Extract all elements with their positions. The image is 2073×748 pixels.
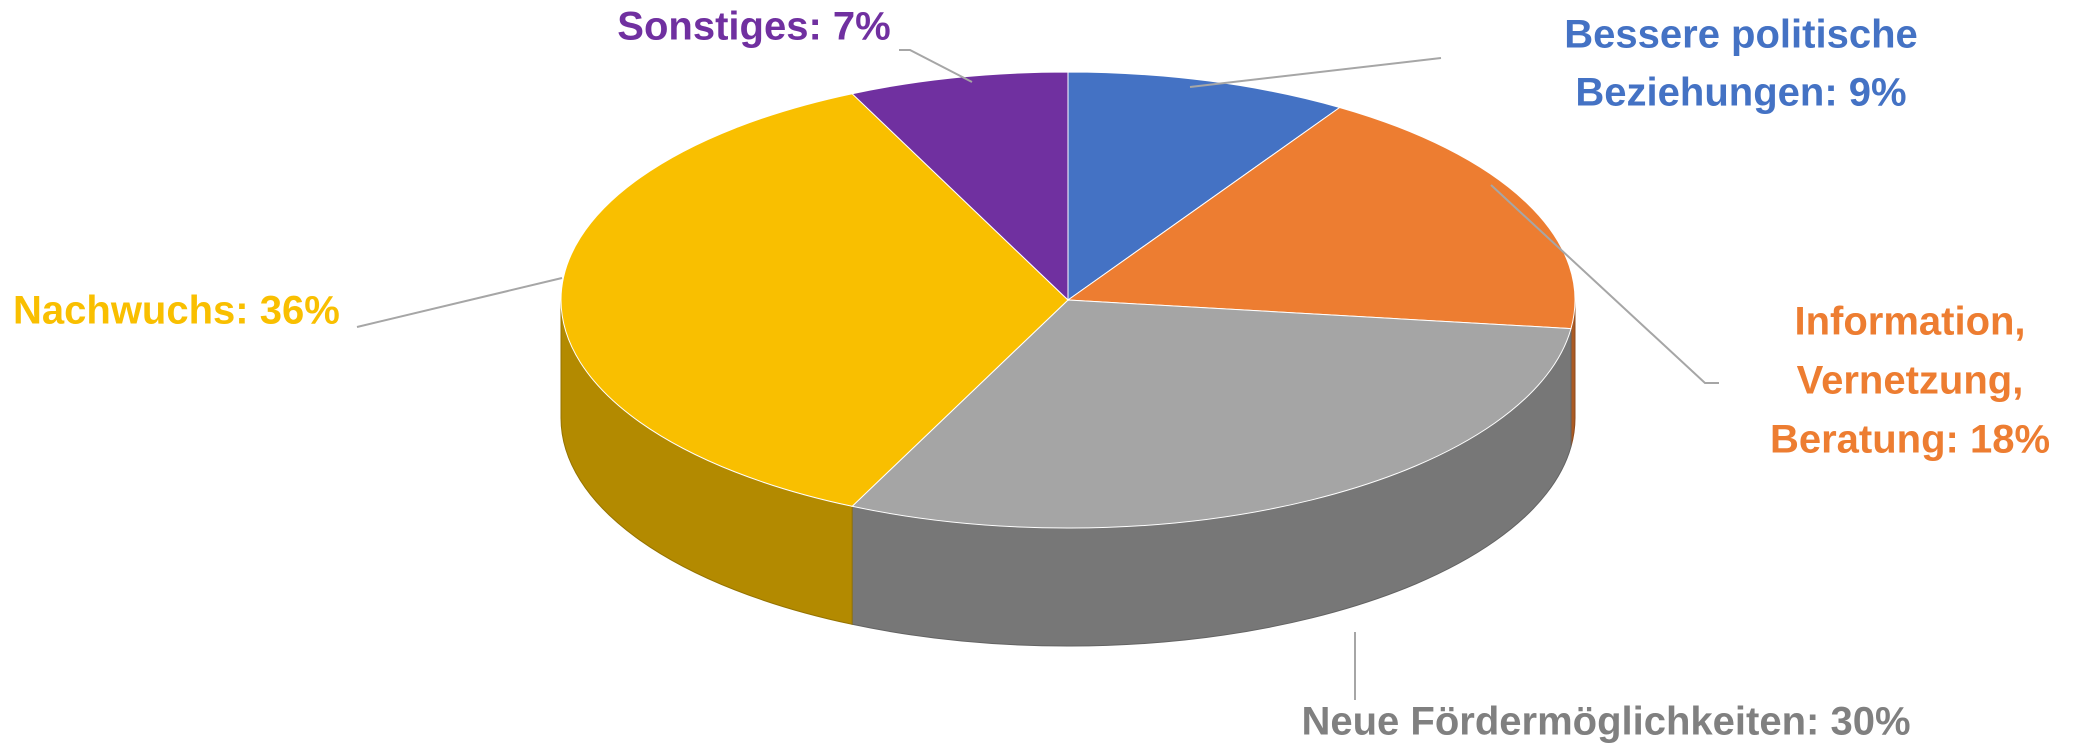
- leader-line: [1490, 184, 1719, 384]
- slice: [851, 71, 1069, 302]
- slice: [851, 299, 1572, 529]
- data-label: Bessere politische: [1564, 13, 1918, 57]
- slice: [1066, 106, 1576, 330]
- slice: [1067, 71, 1341, 301]
- leader-line: [899, 49, 973, 83]
- data-labels: Bessere politische Beziehungen: 9% Informa…: [13, 5, 2050, 744]
- data-label: Beratung: 18%: [1770, 418, 2050, 462]
- data-label: Beziehungen: 9%: [1575, 71, 1906, 115]
- leader-line: [1189, 57, 1442, 88]
- leader-line: [356, 277, 563, 328]
- data-label: Neue Fördermöglichkeiten: 30%: [1301, 700, 1910, 744]
- pie-tops: [560, 71, 1576, 529]
- data-label: Sonstiges: 7%: [617, 5, 890, 49]
- slice: [560, 93, 1069, 507]
- data-label: Nachwuchs: 36%: [13, 289, 340, 333]
- data-label: Information,: [1794, 300, 2025, 344]
- data-label: Vernetzung,: [1797, 359, 2024, 403]
- leader-lines: [356, 49, 1719, 700]
